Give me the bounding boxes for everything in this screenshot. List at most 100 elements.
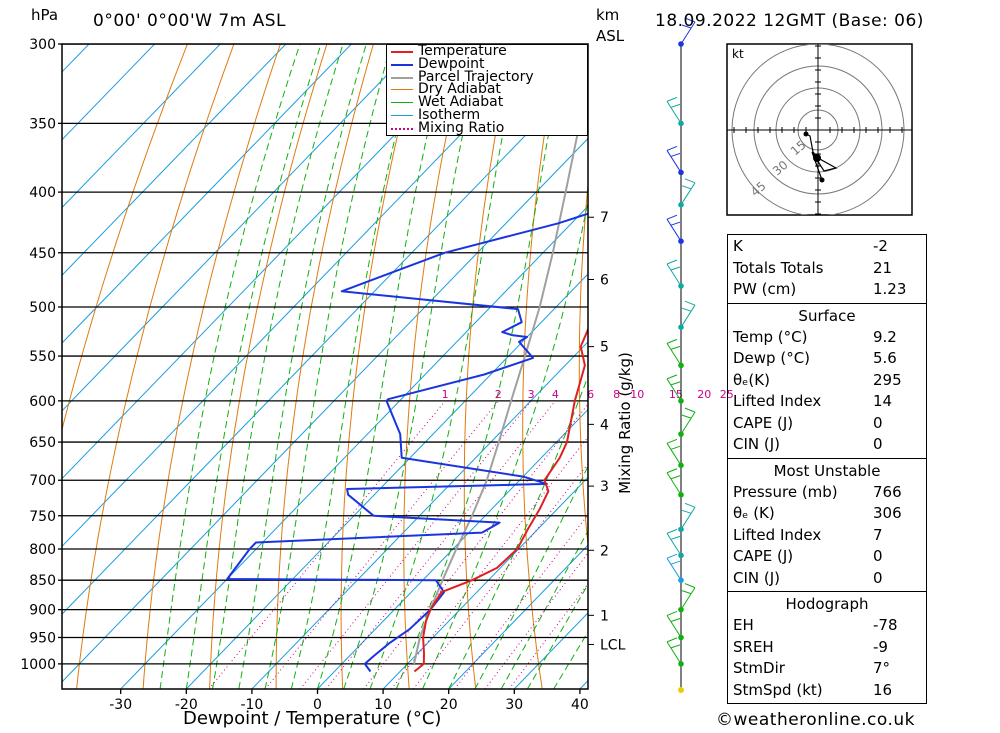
wind-barb-shaft: [680, 21, 696, 45]
legend-item: Wet Adiabat: [387, 94, 587, 111]
isotherm-line: [448, 544, 588, 689]
copyright-symbol: ©: [716, 710, 734, 730]
wind-barb-flag: [670, 644, 681, 649]
wind-barb-flag: [666, 528, 678, 534]
index-value: 295: [873, 370, 902, 389]
wind-barb-flag: [670, 152, 681, 157]
pressure-tick-label: 1000: [20, 657, 56, 673]
index-row: StmSpd (kt) 16: [728, 680, 926, 702]
background-lines: [0, 44, 1000, 689]
wind-barb-flag: [684, 407, 696, 413]
index-value: 1.23: [873, 280, 907, 298]
mixing-ratio-label: 3: [528, 388, 535, 401]
index-value: 766: [873, 482, 902, 501]
pressure-tick-label: 400: [29, 185, 56, 201]
wind-barb-flag: [666, 438, 678, 444]
index-value: 306: [873, 504, 902, 522]
legend-item: Temperature: [387, 44, 587, 58]
isotherm-line: [62, 44, 418, 412]
wind-barb-flag: [681, 307, 692, 312]
x-tick-label: 30: [505, 697, 523, 713]
index-row: PW (cm) 1.23: [728, 279, 926, 301]
mixing-ratio-label: 2: [495, 388, 502, 401]
dry-adiabat-line: [634, 44, 675, 689]
legend-swatch: [391, 127, 413, 130]
pressure-tick-label: 850: [29, 573, 56, 589]
km-tick-label: 5: [600, 340, 609, 356]
site-name: weatheronline.co.uk: [733, 710, 916, 730]
wind-barb-shaft: [666, 218, 682, 242]
index-label: θₑ (K): [733, 504, 775, 522]
wind-barb-shaft: [666, 533, 682, 556]
pressure-tick-label: 900: [29, 603, 56, 619]
wind-barb-flag: [684, 583, 696, 589]
index-value: 14: [873, 392, 893, 410]
index-value: 0: [873, 413, 883, 432]
mixing-ratio-label: 10: [630, 388, 644, 401]
pressure-tick-label: 600: [29, 394, 56, 410]
mixing-ratio-label: 4: [552, 388, 559, 401]
isotherm-line: [120, 205, 588, 689]
index-value: -9: [873, 637, 888, 656]
hodograph-title: Hodograph: [785, 595, 869, 613]
legend-label: Wet Adiabat: [418, 94, 504, 111]
wind-barb-shaft: [666, 263, 682, 287]
index-row: Temp (°C) 9.2: [728, 327, 926, 349]
hodograph-point-top: [803, 131, 809, 137]
legend-label: Isotherm: [418, 106, 481, 123]
wind-barb-shaft: [680, 507, 696, 530]
isotherm-line: [185, 273, 588, 689]
wind-level-dot: [678, 362, 684, 369]
wind-barb-flag: [670, 103, 681, 108]
dry-adiabat-line: [209, 44, 328, 689]
index-row: θₑ (K) 306: [728, 503, 926, 525]
pressure-tick-label: 500: [29, 300, 56, 316]
wind-barb-shaft: [666, 101, 682, 124]
mixing-ratio-line: [208, 400, 446, 689]
wind-barb-shaft: [666, 641, 682, 665]
index-row: θₑ(K) 295: [728, 370, 926, 392]
indices-block1: K -2 Totals Totals 21 PW (cm) 1.23: [727, 234, 927, 304]
legend-label: Mixing Ratio: [418, 119, 505, 136]
index-row: Lifted Index 14: [728, 391, 926, 413]
mixing-ratio-axis-label: Mixing Ratio (g/kg): [616, 352, 634, 494]
index-label: Temp (°C): [733, 327, 808, 346]
index-label: Lifted Index: [733, 525, 822, 544]
dry-adiabat-line: [62, 44, 188, 432]
mixing-ratio-line: [299, 400, 532, 689]
index-row: Dewp (°C) 5.6: [728, 348, 926, 370]
mixing-ratio-label: 25: [720, 388, 734, 401]
wind-level-dot: [678, 462, 684, 469]
mixing-ratio-line: [454, 513, 588, 689]
index-value: 0: [873, 547, 883, 565]
hodograph-trace: [805, 133, 838, 181]
wind-barb-column: [666, 17, 696, 693]
index-value: 5.6: [873, 349, 897, 367]
wind-barb-flag: [681, 509, 692, 514]
mixing-ratio-label: 1: [442, 388, 449, 401]
legend-swatch: [391, 89, 413, 91]
dry-adiabat-line: [275, 44, 374, 689]
pressure-tick-label: 300: [29, 37, 56, 53]
isotherm-line: [62, 137, 588, 683]
wind-barb-flag: [666, 259, 678, 265]
hodograph-unit-label: kt: [732, 47, 744, 61]
isotherm-line: [0, 44, 23, 689]
dry-adiabat-line: [931, 44, 1000, 689]
series-parcel-trajectory: [413, 72, 588, 665]
index-value: 9.2: [873, 327, 897, 346]
mixing-ratio-line: [363, 403, 588, 689]
wind-barb-flag: [670, 560, 681, 565]
mixing-ratio-label: 6: [587, 388, 594, 401]
legend-item: Parcel Trajectory: [387, 70, 587, 84]
x-tick-label: -30: [109, 697, 132, 713]
wind-barb-flag: [670, 475, 681, 480]
index-value: -2: [873, 237, 888, 255]
wind-barb-flag: [666, 145, 678, 151]
wind-barb-flag: [666, 468, 678, 474]
km-tick-label: 7: [600, 210, 609, 226]
legend-swatch: [391, 102, 413, 104]
index-row: EH -78: [728, 615, 926, 637]
index-value: 16: [873, 680, 893, 699]
pressure-tick-label: 450: [29, 246, 56, 262]
